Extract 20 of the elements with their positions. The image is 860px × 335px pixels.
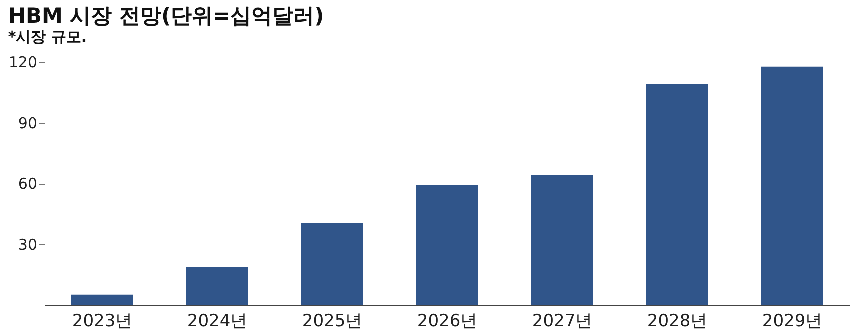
bar bbox=[532, 175, 594, 305]
bar bbox=[72, 294, 134, 305]
y-tick-label: 60 bbox=[18, 175, 38, 193]
bar bbox=[302, 222, 364, 305]
y-tick-label: 120 bbox=[8, 54, 38, 72]
bar bbox=[762, 66, 824, 305]
bar bbox=[646, 84, 708, 305]
bar bbox=[416, 186, 478, 305]
x-tick-label: 2029년 bbox=[762, 312, 823, 332]
x-tick-label: 2027년 bbox=[532, 312, 593, 332]
chart-subtitle: *시장 규모. bbox=[8, 28, 88, 46]
bar bbox=[186, 267, 248, 305]
x-tick-label: 2025년 bbox=[302, 312, 363, 332]
x-tick-label: 2028년 bbox=[647, 312, 708, 332]
chart-title: HBM 시장 전망(단위=십억달러) bbox=[8, 4, 324, 28]
y-tick-label: 30 bbox=[18, 236, 38, 254]
x-tick-label: 2023년 bbox=[72, 312, 133, 332]
x-tick-label: 2026년 bbox=[417, 312, 478, 332]
x-tick-label: 2024년 bbox=[187, 312, 248, 332]
y-tick-label: 90 bbox=[18, 114, 38, 132]
